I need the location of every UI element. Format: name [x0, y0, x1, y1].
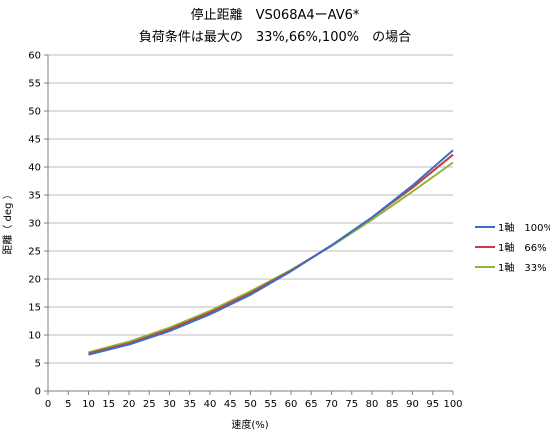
- x-tick-label: 65: [305, 399, 318, 410]
- x-tick-label: 90: [406, 399, 419, 410]
- axes: [44, 54, 454, 395]
- y-tick-label: 10: [28, 331, 41, 342]
- x-tick-label: 30: [163, 399, 176, 410]
- y-tick-label: 50: [28, 107, 41, 118]
- x-tick-label: 10: [82, 399, 95, 410]
- y-tick-labels: 0 5 10 15 20 25 30 35 40 45 50 55 60: [28, 51, 41, 398]
- series-line-3: [88, 161, 454, 354]
- legend-label: 1軸 66%: [498, 241, 547, 254]
- series-line-2: [88, 153, 454, 355]
- y-tick-label: 25: [28, 247, 41, 258]
- x-tick-label: 55: [264, 399, 277, 410]
- x-tick-label: 45: [224, 399, 237, 410]
- x-tick-label: 85: [386, 399, 399, 410]
- x-tick-label: 75: [345, 399, 358, 410]
- legend: 1軸 100% 1軸 66% 1軸 33%: [475, 221, 550, 274]
- x-tick-label: 95: [426, 399, 439, 410]
- y-tick-label: 20: [28, 275, 41, 286]
- y-tick-label: 35: [28, 191, 41, 202]
- y-tick-label: 5: [35, 359, 41, 370]
- y-tick-label: 40: [28, 163, 41, 174]
- y-tick-label: 15: [28, 303, 41, 314]
- y-tick-label: 55: [28, 79, 41, 90]
- x-tick-label: 5: [65, 399, 71, 410]
- x-tick-labels: 0 5 10 15 20 25 30 35 40 45 50 55 60 65 70 75 80 85 90 95 10…: [45, 399, 463, 410]
- legend-label: 1軸 100%: [498, 221, 550, 234]
- x-tick-label: 0: [45, 399, 51, 410]
- y-tick-label: 30: [28, 219, 41, 230]
- x-tick-label: 50: [244, 399, 257, 410]
- x-tick-label: 60: [285, 399, 298, 410]
- y-tick-label: 45: [28, 135, 41, 146]
- x-tick-label: 15: [102, 399, 115, 410]
- x-tick-label: 35: [183, 399, 196, 410]
- y-axis-label: 距離（ deg ）: [1, 189, 14, 254]
- x-tick-label: 40: [204, 399, 217, 410]
- x-tick-label: 25: [143, 399, 156, 410]
- x-tick-label: 80: [366, 399, 379, 410]
- series-lines: [88, 149, 454, 356]
- chart-title: 停止距離 VS068A4ーAV6* 負荷条件は最大の 33%,66%,100% …: [139, 7, 411, 45]
- x-tick-label: 100: [443, 399, 462, 410]
- chart-title-line-2: 負荷条件は最大の 33%,66%,100% の場合: [139, 29, 411, 45]
- y-tick-label: 0: [35, 387, 41, 398]
- legend-label: 1軸 33%: [498, 261, 547, 274]
- y-tick-label: 60: [28, 51, 41, 62]
- series-line-1: [88, 149, 454, 356]
- x-tick-label: 70: [325, 399, 338, 410]
- x-axis-label: 速度(%): [231, 418, 268, 431]
- gridlines: [48, 54, 453, 364]
- chart-title-line-1: 停止距離 VS068A4ーAV6*: [191, 7, 360, 23]
- x-tick-label: 20: [123, 399, 136, 410]
